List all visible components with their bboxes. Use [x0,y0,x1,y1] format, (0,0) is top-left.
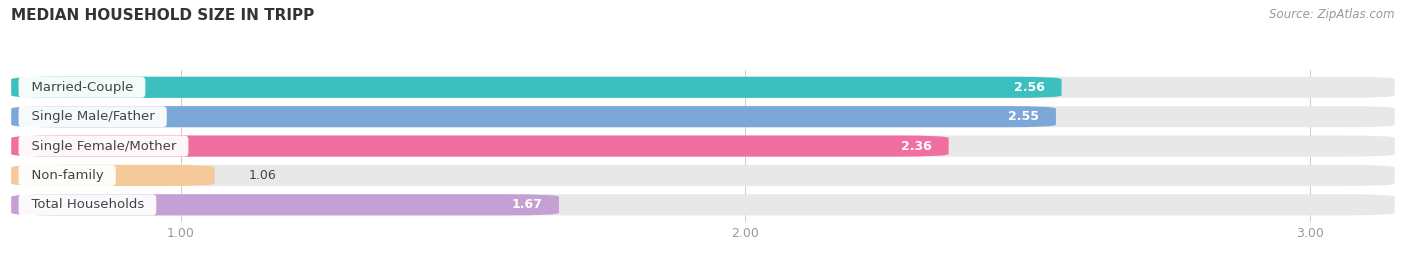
Text: Single Female/Mother: Single Female/Mother [22,140,184,152]
FancyBboxPatch shape [11,194,560,215]
FancyBboxPatch shape [11,106,1395,127]
Text: 2.56: 2.56 [1014,81,1045,94]
Text: Total Households: Total Households [22,198,152,211]
Text: Source: ZipAtlas.com: Source: ZipAtlas.com [1270,8,1395,21]
FancyBboxPatch shape [11,136,949,157]
Text: 2.36: 2.36 [901,140,932,152]
Text: MEDIAN HOUSEHOLD SIZE IN TRIPP: MEDIAN HOUSEHOLD SIZE IN TRIPP [11,8,315,23]
Text: Non-family: Non-family [22,169,112,182]
FancyBboxPatch shape [11,77,1062,98]
FancyBboxPatch shape [11,106,1056,127]
FancyBboxPatch shape [11,77,1395,98]
FancyBboxPatch shape [11,165,1395,186]
FancyBboxPatch shape [11,194,1395,215]
Text: Single Male/Father: Single Male/Father [22,110,163,123]
Text: Married-Couple: Married-Couple [22,81,142,94]
Text: 2.55: 2.55 [1008,110,1039,123]
FancyBboxPatch shape [11,136,1395,157]
FancyBboxPatch shape [11,165,215,186]
Text: 1.67: 1.67 [512,198,543,211]
Text: 1.06: 1.06 [249,169,276,182]
